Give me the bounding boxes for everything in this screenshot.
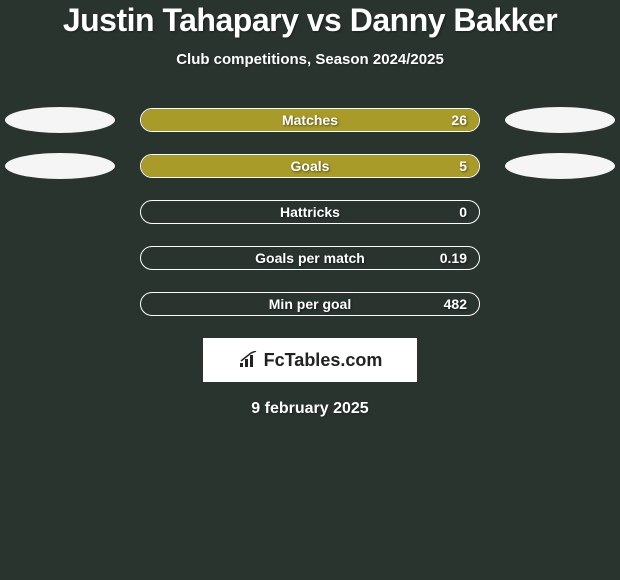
player2-marker [505,153,615,179]
stat-label: Goals [291,158,330,174]
player1-marker [5,153,115,179]
stat-value: 26 [451,112,467,128]
stat-label: Matches [282,112,338,128]
stat-bar: Goals per match 0.19 [140,246,480,270]
player1-marker [5,107,115,133]
date-label: 9 february 2025 [0,400,620,418]
stat-value: 0.19 [440,250,467,266]
stat-bar: Matches 26 [140,108,480,132]
stat-row-gpm: Goals per match 0.19 [0,246,620,270]
stat-value: 482 [444,296,467,312]
stat-label: Goals per match [255,250,365,266]
stat-label: Min per goal [269,296,351,312]
stat-row-mpg: Min per goal 482 [0,292,620,316]
stat-row-matches: Matches 26 [0,108,620,132]
page-title: Justin Tahapary vs Danny Bakker [0,2,620,39]
stat-label: Hattricks [280,204,340,220]
stat-bar: Hattricks 0 [140,200,480,224]
source-logo[interactable]: FcTables.com [203,338,417,382]
chart-icon [238,351,260,369]
stat-row-goals: Goals 5 [0,154,620,178]
logo-label: FcTables.com [264,350,383,371]
subtitle: Club competitions, Season 2024/2025 [0,51,620,68]
stat-bar: Min per goal 482 [140,292,480,316]
stat-value: 0 [459,204,467,220]
comparison-card: Justin Tahapary vs Danny Bakker Club com… [0,0,620,418]
stat-row-hattricks: Hattricks 0 [0,200,620,224]
stat-value: 5 [459,158,467,174]
logo-text: FcTables.com [238,350,383,371]
player2-marker [505,107,615,133]
stat-bar: Goals 5 [140,154,480,178]
